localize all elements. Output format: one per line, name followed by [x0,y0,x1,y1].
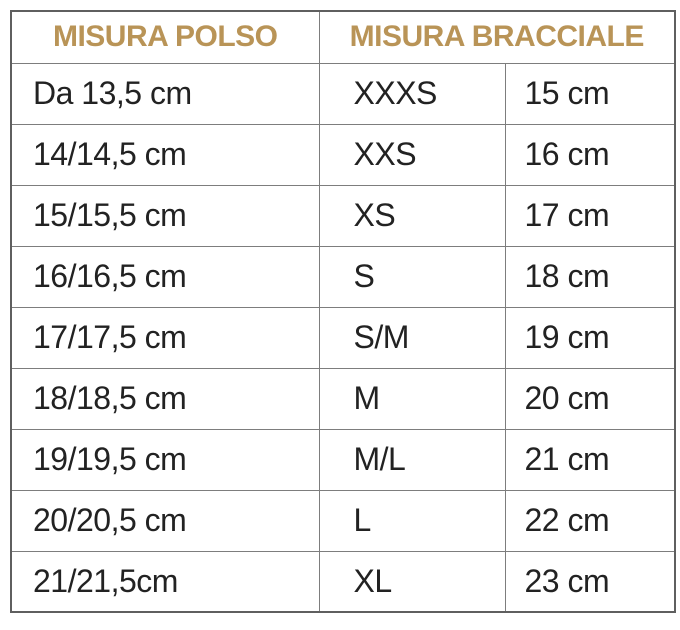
size-label-cell: M/L [318,428,506,491]
size-label-cell: S/M [318,306,506,369]
bracelet-size-cell: 19 cm [504,306,676,369]
wrist-size-cell: 20/20,5 cm [10,489,320,552]
bracelet-size-cell: 21 cm [504,428,676,491]
size-label-cell: M [318,367,506,430]
size-chart-table: MISURA POLSO MISURA BRACCIALE Da 13,5 cm… [10,10,676,613]
bracelet-size-column-header: MISURA BRACCIALE [318,10,676,64]
bracelet-size-cell: 15 cm [504,62,676,125]
size-label-cell: XS [318,184,506,247]
size-table-header: MISURA POLSO MISURA BRACCIALE [10,10,676,64]
bracelet-size-cell: 22 cm [504,489,676,552]
table-row: 21/21,5cm XL 23 cm [10,550,676,613]
table-row: 18/18,5 cm M 20 cm [10,367,676,430]
size-table-body: Da 13,5 cm XXXS 15 cm 14/14,5 cm XXS 16 … [10,62,676,613]
bracelet-size-cell: 17 cm [504,184,676,247]
table-row: 17/17,5 cm S/M 19 cm [10,306,676,369]
wrist-size-column-header: MISURA POLSO [10,10,320,64]
table-row: 20/20,5 cm L 22 cm [10,489,676,552]
table-row: 15/15,5 cm XS 17 cm [10,184,676,247]
table-row: 16/16,5 cm S 18 cm [10,245,676,308]
size-label-cell: XXS [318,123,506,186]
wrist-size-cell: 14/14,5 cm [10,123,320,186]
wrist-size-cell: 17/17,5 cm [10,306,320,369]
size-label-cell: XL [318,550,506,613]
wrist-size-cell: 19/19,5 cm [10,428,320,491]
header-row: MISURA POLSO MISURA BRACCIALE [10,10,676,64]
wrist-size-cell: Da 13,5 cm [10,62,320,125]
size-label-cell: S [318,245,506,308]
bracelet-size-cell: 23 cm [504,550,676,613]
table-row: 19/19,5 cm M/L 21 cm [10,428,676,491]
size-label-cell: L [318,489,506,552]
table-row: Da 13,5 cm XXXS 15 cm [10,62,676,125]
size-label-cell: XXXS [318,62,506,125]
bracelet-size-cell: 18 cm [504,245,676,308]
bracelet-size-cell: 20 cm [504,367,676,430]
wrist-size-cell: 21/21,5cm [10,550,320,613]
wrist-size-cell: 15/15,5 cm [10,184,320,247]
table-row: 14/14,5 cm XXS 16 cm [10,123,676,186]
bracelet-size-cell: 16 cm [504,123,676,186]
wrist-size-cell: 16/16,5 cm [10,245,320,308]
wrist-size-cell: 18/18,5 cm [10,367,320,430]
